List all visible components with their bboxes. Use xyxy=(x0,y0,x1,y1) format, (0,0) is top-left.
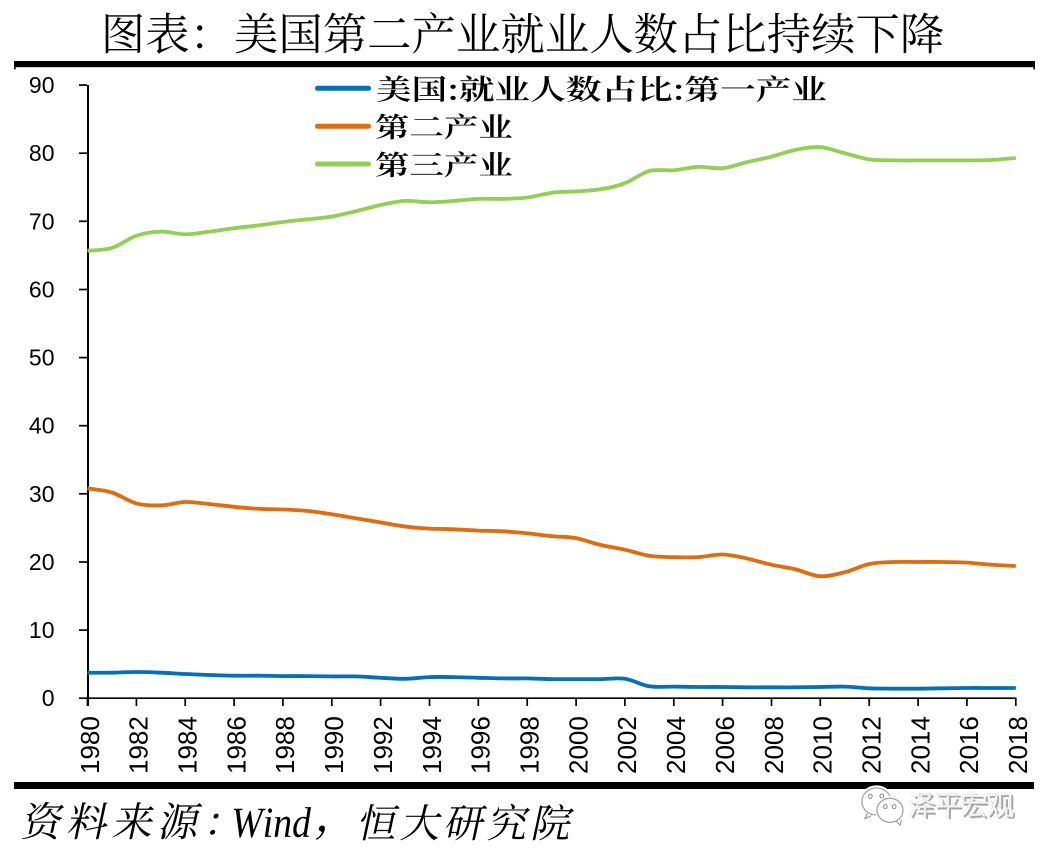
svg-text:1982: 1982 xyxy=(124,716,154,774)
svg-text:0: 0 xyxy=(42,685,55,711)
svg-text:1986: 1986 xyxy=(221,716,251,774)
svg-text:1990: 1990 xyxy=(319,716,349,774)
svg-text:1994: 1994 xyxy=(417,716,447,774)
svg-text:10: 10 xyxy=(29,617,55,643)
svg-text:1996: 1996 xyxy=(466,716,496,774)
svg-text:2012: 2012 xyxy=(857,716,887,774)
svg-text:2002: 2002 xyxy=(612,716,642,774)
svg-text:1998: 1998 xyxy=(515,716,545,774)
svg-text:70: 70 xyxy=(29,208,55,234)
svg-text:80: 80 xyxy=(29,140,55,166)
svg-text:50: 50 xyxy=(29,345,55,371)
svg-text:2008: 2008 xyxy=(759,716,789,774)
svg-text:20: 20 xyxy=(29,549,55,575)
svg-text:2014: 2014 xyxy=(905,716,935,774)
svg-text:2006: 2006 xyxy=(710,716,740,774)
svg-text:1988: 1988 xyxy=(270,716,300,774)
svg-text:40: 40 xyxy=(29,413,55,439)
svg-text:2018: 2018 xyxy=(1003,716,1033,774)
svg-text:1980: 1980 xyxy=(75,716,105,774)
svg-text:1992: 1992 xyxy=(368,716,398,774)
svg-text:2000: 2000 xyxy=(563,716,593,774)
svg-text:2016: 2016 xyxy=(954,716,984,774)
svg-text:2004: 2004 xyxy=(661,716,691,774)
svg-text:2010: 2010 xyxy=(808,716,838,774)
svg-text:30: 30 xyxy=(29,481,55,507)
svg-text:1984: 1984 xyxy=(173,716,203,774)
svg-text:90: 90 xyxy=(29,72,55,98)
svg-text:60: 60 xyxy=(29,277,55,303)
